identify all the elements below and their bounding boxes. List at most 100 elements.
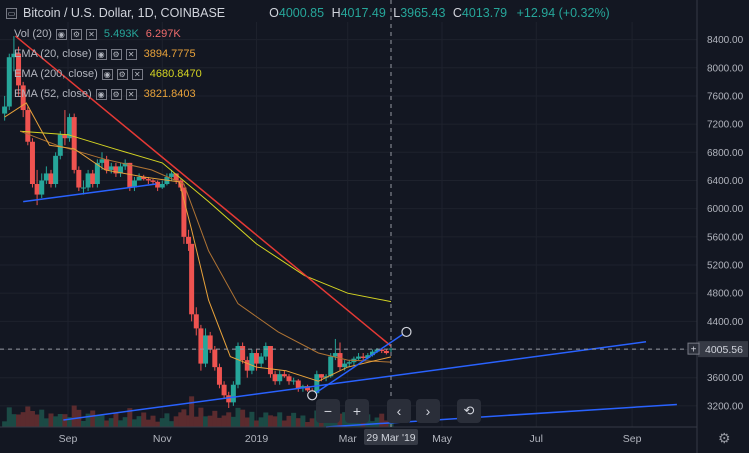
volume-bar	[34, 414, 40, 427]
candle-body	[318, 374, 324, 378]
candle-body	[181, 187, 187, 237]
candle-body	[145, 179, 151, 181]
candle-body	[221, 384, 227, 396]
volume-bar	[267, 415, 273, 427]
crosshair-date-box	[364, 429, 418, 445]
eye-icon[interactable]: ◉	[101, 68, 113, 80]
candle-body	[48, 173, 54, 184]
volume-bar	[173, 416, 179, 427]
settings-gear-icon[interactable]: ⚙	[718, 430, 731, 446]
symbol-title: Bitcoin / U.S. Dollar, 1D, COINBASE	[23, 6, 226, 20]
zoom-in-button[interactable]: +	[345, 399, 369, 423]
trendlines[interactable]	[14, 35, 677, 428]
volume-bar	[2, 421, 8, 427]
volume-bar	[272, 416, 278, 427]
volume-bar	[136, 416, 142, 427]
ema200-line	[20, 130, 392, 303]
candle-body	[186, 236, 192, 244]
candle-body	[369, 351, 375, 356]
x-tick-label: May	[432, 433, 453, 445]
close-icon[interactable]: ✕	[131, 68, 143, 80]
crosshair-price-box	[698, 341, 748, 358]
candle-body	[94, 162, 100, 184]
gear-icon[interactable]: ⚙	[110, 88, 122, 100]
candle-body	[16, 53, 22, 86]
zoom-out-button[interactable]: −	[316, 399, 340, 423]
candle-body	[118, 166, 124, 174]
ema20-line	[4, 102, 392, 382]
eye-icon[interactable]: ◉	[55, 28, 67, 40]
volume-bar	[150, 415, 156, 427]
volume-bar	[300, 415, 306, 427]
candle-body	[80, 187, 86, 189]
volume-bar	[94, 415, 100, 427]
candle-body	[57, 134, 63, 156]
volume-bar	[277, 412, 283, 427]
candle-body	[374, 349, 380, 352]
volume-bar	[99, 415, 105, 427]
volume-bar	[305, 422, 311, 427]
volume-bar	[67, 417, 73, 427]
volume-bar	[342, 412, 348, 427]
candle-body	[263, 346, 269, 357]
trendline-handle	[401, 326, 412, 338]
plus-icon: +	[691, 345, 697, 356]
candle-body	[258, 356, 264, 364]
y-tick-label: 6800.00	[707, 148, 744, 159]
volume-bar	[48, 413, 54, 427]
close-icon[interactable]: ✕	[125, 48, 137, 60]
candle-body	[20, 85, 26, 111]
candle-body	[281, 374, 287, 377]
candle-body	[295, 380, 301, 389]
x-tick-label: Jul	[530, 433, 543, 445]
volume-bar	[309, 418, 315, 427]
legend-label: EMA (20, close)	[14, 48, 92, 60]
volume-bar	[254, 420, 260, 427]
collapse-icon[interactable]: ▭	[6, 7, 17, 19]
y-tick-label: 7600.00	[707, 91, 744, 102]
volume-bar	[20, 412, 26, 427]
candle-body	[212, 349, 218, 368]
open-value: 4000.85	[278, 6, 325, 20]
restore-icon[interactable]: ⟲	[457, 399, 481, 423]
candle-body	[198, 328, 204, 364]
close-icon[interactable]: ✕	[125, 88, 137, 100]
gear-icon[interactable]: ⚙	[70, 28, 82, 40]
ema52-line	[19, 130, 392, 363]
scroll-right-button[interactable]: ›	[416, 399, 440, 423]
candle-body	[216, 367, 222, 385]
volume-bar	[226, 412, 232, 427]
candle-body	[159, 184, 165, 188]
high-value: 4017.49	[340, 6, 386, 20]
gear-icon[interactable]: ⚙	[110, 48, 122, 60]
legend-value: 4680.8470	[149, 68, 202, 80]
gear-icon[interactable]: ⚙	[116, 68, 128, 80]
volume-bar	[249, 411, 255, 427]
candle-body	[346, 362, 352, 364]
candle-body	[150, 180, 156, 182]
candle-body	[141, 176, 147, 180]
indicator-lines	[4, 102, 392, 382]
change-value: +12.94 (+0.32%)	[516, 6, 610, 20]
volume-bar	[295, 418, 301, 427]
eye-icon[interactable]: ◉	[95, 48, 107, 60]
candle-body	[286, 376, 292, 382]
candle-body	[108, 166, 114, 170]
scroll-left-button[interactable]: ‹	[387, 399, 411, 423]
legend-row: Vol (20) ◉ ⚙ ✕ 5.493K 6.297K	[14, 26, 181, 42]
candle-body	[244, 360, 250, 371]
volume-bar	[286, 415, 292, 427]
eye-icon[interactable]: ◉	[95, 88, 107, 100]
trendline-resistance	[14, 35, 392, 347]
candle-body	[189, 243, 195, 315]
volume-bar	[57, 414, 63, 427]
candle-body	[267, 346, 273, 375]
candle-body	[203, 335, 209, 364]
legend-value: 5.493K	[103, 28, 139, 40]
close-icon[interactable]: ✕	[85, 28, 97, 40]
legend-label: Vol (20)	[14, 28, 52, 40]
candle-body	[314, 374, 320, 394]
